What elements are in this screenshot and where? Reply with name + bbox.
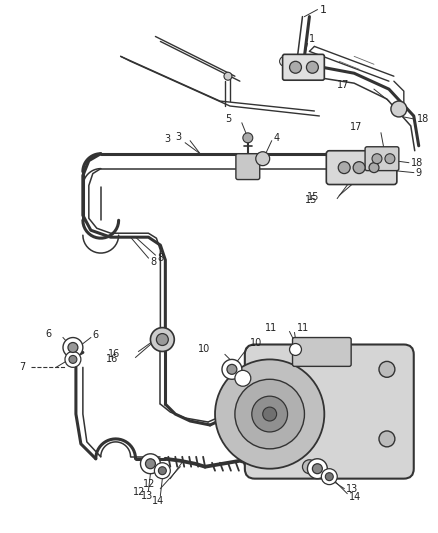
Circle shape [312, 464, 322, 474]
Circle shape [150, 328, 174, 351]
Text: 15: 15 [307, 192, 319, 203]
Circle shape [263, 407, 277, 421]
Text: 11: 11 [297, 322, 309, 333]
Circle shape [243, 133, 253, 143]
Text: 17: 17 [350, 122, 362, 132]
Circle shape [338, 161, 350, 174]
Text: 16: 16 [106, 354, 119, 365]
Circle shape [155, 463, 170, 479]
Circle shape [379, 361, 395, 377]
Text: 3: 3 [164, 134, 170, 144]
Circle shape [63, 337, 83, 358]
Text: 1: 1 [319, 5, 326, 14]
Text: 9: 9 [416, 167, 422, 177]
Circle shape [68, 343, 78, 352]
Text: 14: 14 [349, 491, 361, 502]
Circle shape [305, 69, 314, 77]
Text: 8: 8 [150, 257, 156, 267]
Circle shape [321, 469, 337, 484]
Text: 12: 12 [133, 487, 145, 497]
Text: 14: 14 [152, 496, 165, 505]
Text: 7: 7 [19, 362, 25, 373]
Text: 10: 10 [250, 337, 262, 348]
Text: 8: 8 [157, 253, 163, 263]
Circle shape [372, 154, 382, 164]
Text: 15: 15 [305, 196, 318, 205]
Text: 11: 11 [265, 322, 278, 333]
Circle shape [145, 459, 155, 469]
FancyBboxPatch shape [293, 337, 351, 366]
Circle shape [224, 72, 232, 80]
Text: 18: 18 [417, 114, 429, 124]
Circle shape [353, 161, 365, 174]
Circle shape [235, 379, 304, 449]
Circle shape [391, 101, 407, 117]
Circle shape [303, 460, 316, 474]
FancyBboxPatch shape [283, 54, 324, 80]
Circle shape [69, 356, 77, 364]
FancyBboxPatch shape [365, 147, 399, 171]
Text: 13: 13 [346, 483, 358, 494]
FancyBboxPatch shape [245, 344, 414, 479]
Circle shape [65, 351, 81, 367]
Circle shape [369, 163, 379, 173]
Text: 17: 17 [337, 80, 349, 90]
Circle shape [215, 359, 324, 469]
Circle shape [156, 334, 168, 345]
Text: 18: 18 [411, 158, 423, 168]
Text: 6: 6 [93, 329, 99, 340]
Text: 3: 3 [175, 132, 181, 142]
Text: 6: 6 [45, 328, 51, 338]
Circle shape [256, 152, 270, 166]
Text: 13: 13 [141, 490, 153, 500]
Circle shape [159, 467, 166, 475]
Circle shape [279, 56, 290, 66]
Circle shape [222, 359, 242, 379]
Circle shape [307, 61, 318, 73]
Circle shape [141, 454, 160, 474]
Circle shape [385, 154, 395, 164]
Text: 12: 12 [143, 479, 155, 489]
Circle shape [235, 370, 251, 386]
Circle shape [227, 365, 237, 374]
Text: 5: 5 [226, 114, 232, 124]
Text: 16: 16 [108, 350, 120, 359]
FancyBboxPatch shape [236, 154, 260, 180]
Text: 1: 1 [309, 35, 315, 44]
Text: 10: 10 [198, 344, 210, 354]
Circle shape [307, 459, 327, 479]
Circle shape [252, 396, 288, 432]
Circle shape [290, 61, 301, 73]
Circle shape [379, 431, 395, 447]
Circle shape [290, 343, 301, 356]
Text: 4: 4 [274, 133, 280, 143]
Circle shape [325, 473, 333, 481]
FancyBboxPatch shape [326, 151, 397, 184]
